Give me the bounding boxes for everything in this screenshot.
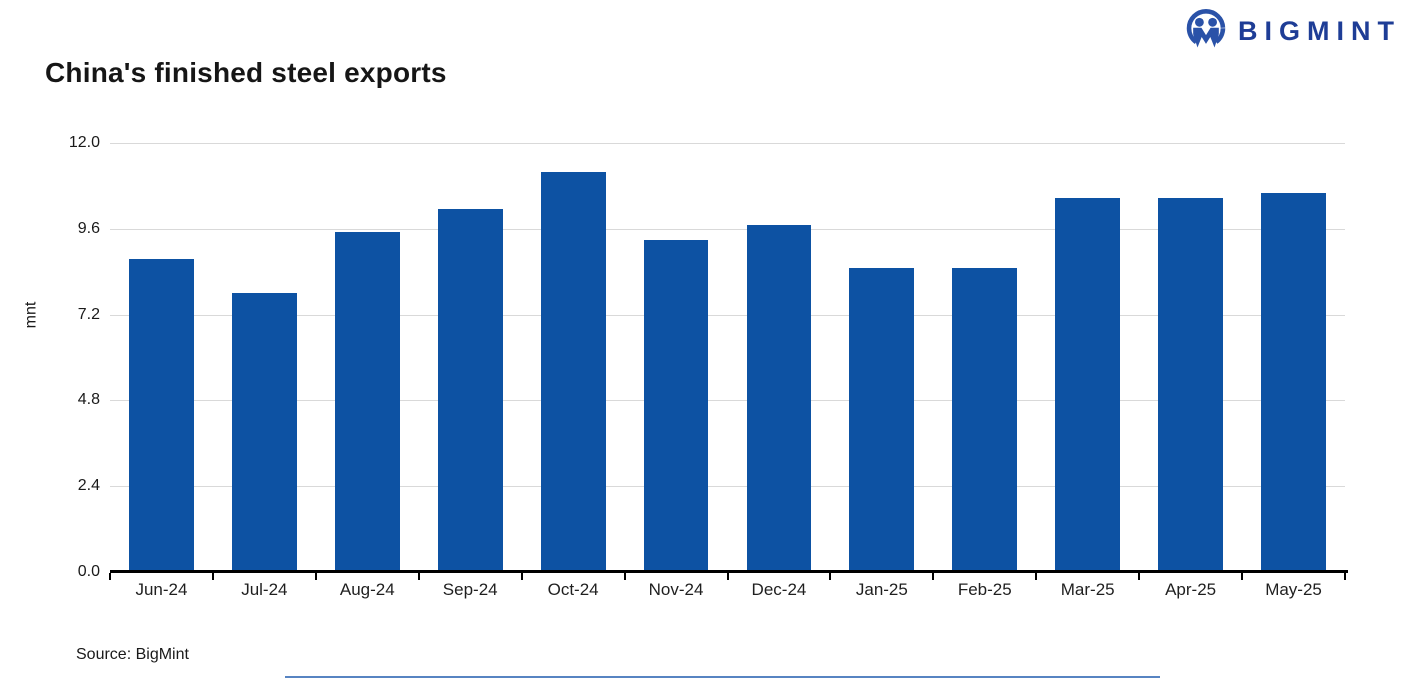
bigmint-logo: BIGMINT [1184, 8, 1401, 54]
x-label-May-25: May-25 [1265, 580, 1322, 599]
bar-slot-Sep-24 [419, 143, 522, 572]
bar-slot-Nov-24 [625, 143, 728, 572]
x-label-Jun-24: Jun-24 [135, 580, 188, 599]
x-label-Jan-25: Jan-25 [855, 580, 908, 599]
bar-slot-May-25 [1242, 143, 1345, 572]
x-axis-tick [829, 573, 832, 580]
x-axis-line [110, 570, 1348, 573]
x-axis-tick [726, 573, 729, 580]
y-tick-label-9.6: 9.6 [77, 219, 100, 237]
gridline-4.8 [110, 400, 1345, 402]
x-label-Nov-24: Nov-24 [648, 580, 704, 599]
bar-slot-Jan-25 [830, 143, 933, 572]
bottom-accent-line [285, 676, 1160, 678]
x-axis-tick [623, 573, 626, 580]
bar-Oct-24 [540, 171, 606, 572]
x-label-Oct-24: Oct-24 [547, 580, 599, 599]
gridline-7.2 [110, 314, 1345, 316]
bar-slot-Apr-25 [1139, 143, 1242, 572]
bar-Jun-24 [129, 259, 194, 572]
gridline-9.6 [110, 228, 1345, 230]
x-axis-tick [211, 573, 214, 580]
bar-Sep-24 [437, 209, 503, 572]
gridline-12.0 [110, 143, 1345, 144]
x-label-Feb-25: Feb-25 [957, 580, 1012, 599]
y-tick-label-4.8: 4.8 [77, 391, 100, 409]
x-label-Jul-24: Jul-24 [241, 580, 288, 599]
source-note: Source: BigMint [76, 646, 189, 663]
bar-Feb-25 [952, 268, 1018, 572]
x-label-Dec-24: Dec-24 [751, 580, 807, 599]
bar-Jul-24 [231, 293, 297, 572]
y-tick-label-0.0: 0.0 [77, 563, 100, 580]
bar-Mar-25 [1055, 198, 1121, 572]
bar-Aug-24 [334, 232, 400, 572]
bar-slot-Feb-25 [933, 143, 1036, 572]
x-label-Mar-25: Mar-25 [1060, 580, 1115, 599]
y-tick-label-12.0: 12.0 [68, 134, 100, 151]
bar-May-25 [1261, 193, 1326, 572]
bigmint-people-icon [1186, 9, 1226, 48]
plot-area [110, 143, 1345, 572]
x-axis-tick [1344, 573, 1346, 580]
bigmint-logo-text: BIGMINT [1238, 15, 1401, 46]
bar-Jan-25 [849, 268, 915, 572]
y-tick-label-7.2: 7.2 [77, 305, 100, 323]
bar-slot-Dec-24 [728, 143, 831, 572]
y-tick-label-2.4: 2.4 [77, 477, 100, 495]
bar-Nov-24 [643, 239, 709, 572]
bar-slot-Mar-25 [1036, 143, 1139, 572]
x-axis-tick [109, 573, 111, 580]
bar-slot-Jun-24 [110, 143, 213, 572]
x-axis-tick [314, 573, 317, 580]
bar-slot-Aug-24 [316, 143, 419, 572]
x-label-Aug-24: Aug-24 [339, 580, 395, 599]
chart-title: China's finished steel exports [45, 57, 447, 88]
x-label-Sep-24: Sep-24 [442, 580, 498, 599]
bar-slot-Jul-24 [213, 143, 316, 572]
x-axis-tick [1138, 573, 1141, 580]
x-label-Apr-25: Apr-25 [1165, 580, 1217, 599]
x-axis-tick [932, 573, 935, 580]
gridline-2.4 [110, 486, 1345, 488]
bar-slot-Oct-24 [522, 143, 625, 572]
x-axis-tick [520, 573, 523, 580]
x-axis-tick [1241, 573, 1244, 580]
bar-Apr-25 [1158, 198, 1224, 572]
x-axis-tick [417, 573, 420, 580]
x-axis-tick [1035, 573, 1038, 580]
bar-Dec-24 [746, 225, 812, 572]
